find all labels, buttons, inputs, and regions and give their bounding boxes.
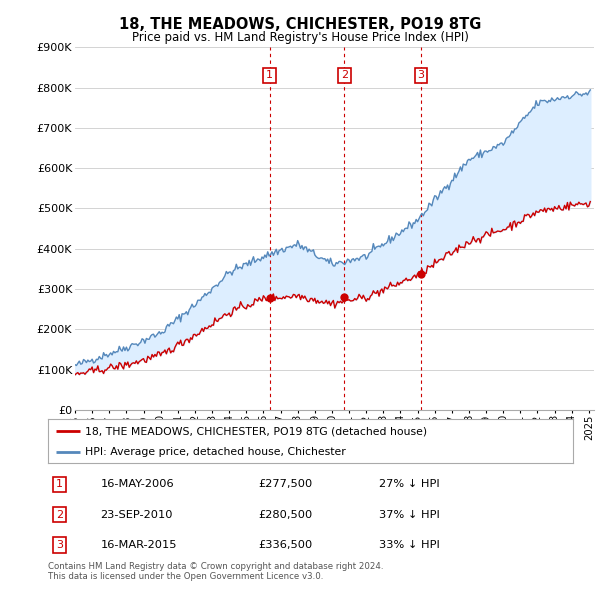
Text: £277,500: £277,500 — [258, 480, 312, 489]
Text: Price paid vs. HM Land Registry's House Price Index (HPI): Price paid vs. HM Land Registry's House … — [131, 31, 469, 44]
Text: 18, THE MEADOWS, CHICHESTER, PO19 8TG: 18, THE MEADOWS, CHICHESTER, PO19 8TG — [119, 17, 481, 31]
Text: 1: 1 — [56, 480, 63, 489]
Text: 3: 3 — [56, 540, 63, 550]
Text: 16-MAY-2006: 16-MAY-2006 — [101, 480, 174, 489]
Text: 1: 1 — [266, 70, 273, 80]
Text: 18, THE MEADOWS, CHICHESTER, PO19 8TG (detached house): 18, THE MEADOWS, CHICHESTER, PO19 8TG (d… — [85, 427, 427, 436]
Text: HPI: Average price, detached house, Chichester: HPI: Average price, detached house, Chic… — [85, 447, 346, 457]
Text: £336,500: £336,500 — [258, 540, 312, 550]
Text: 27% ↓ HPI: 27% ↓ HPI — [379, 480, 439, 489]
Text: 37% ↓ HPI: 37% ↓ HPI — [379, 510, 440, 520]
Text: £280,500: £280,500 — [258, 510, 312, 520]
Text: 23-SEP-2010: 23-SEP-2010 — [101, 510, 173, 520]
Text: This data is licensed under the Open Government Licence v3.0.: This data is licensed under the Open Gov… — [48, 572, 323, 581]
Text: Contains HM Land Registry data © Crown copyright and database right 2024.: Contains HM Land Registry data © Crown c… — [48, 562, 383, 571]
Text: 16-MAR-2015: 16-MAR-2015 — [101, 540, 177, 550]
Text: 33% ↓ HPI: 33% ↓ HPI — [379, 540, 440, 550]
Text: 2: 2 — [341, 70, 348, 80]
Text: 3: 3 — [418, 70, 425, 80]
Text: 2: 2 — [56, 510, 63, 520]
